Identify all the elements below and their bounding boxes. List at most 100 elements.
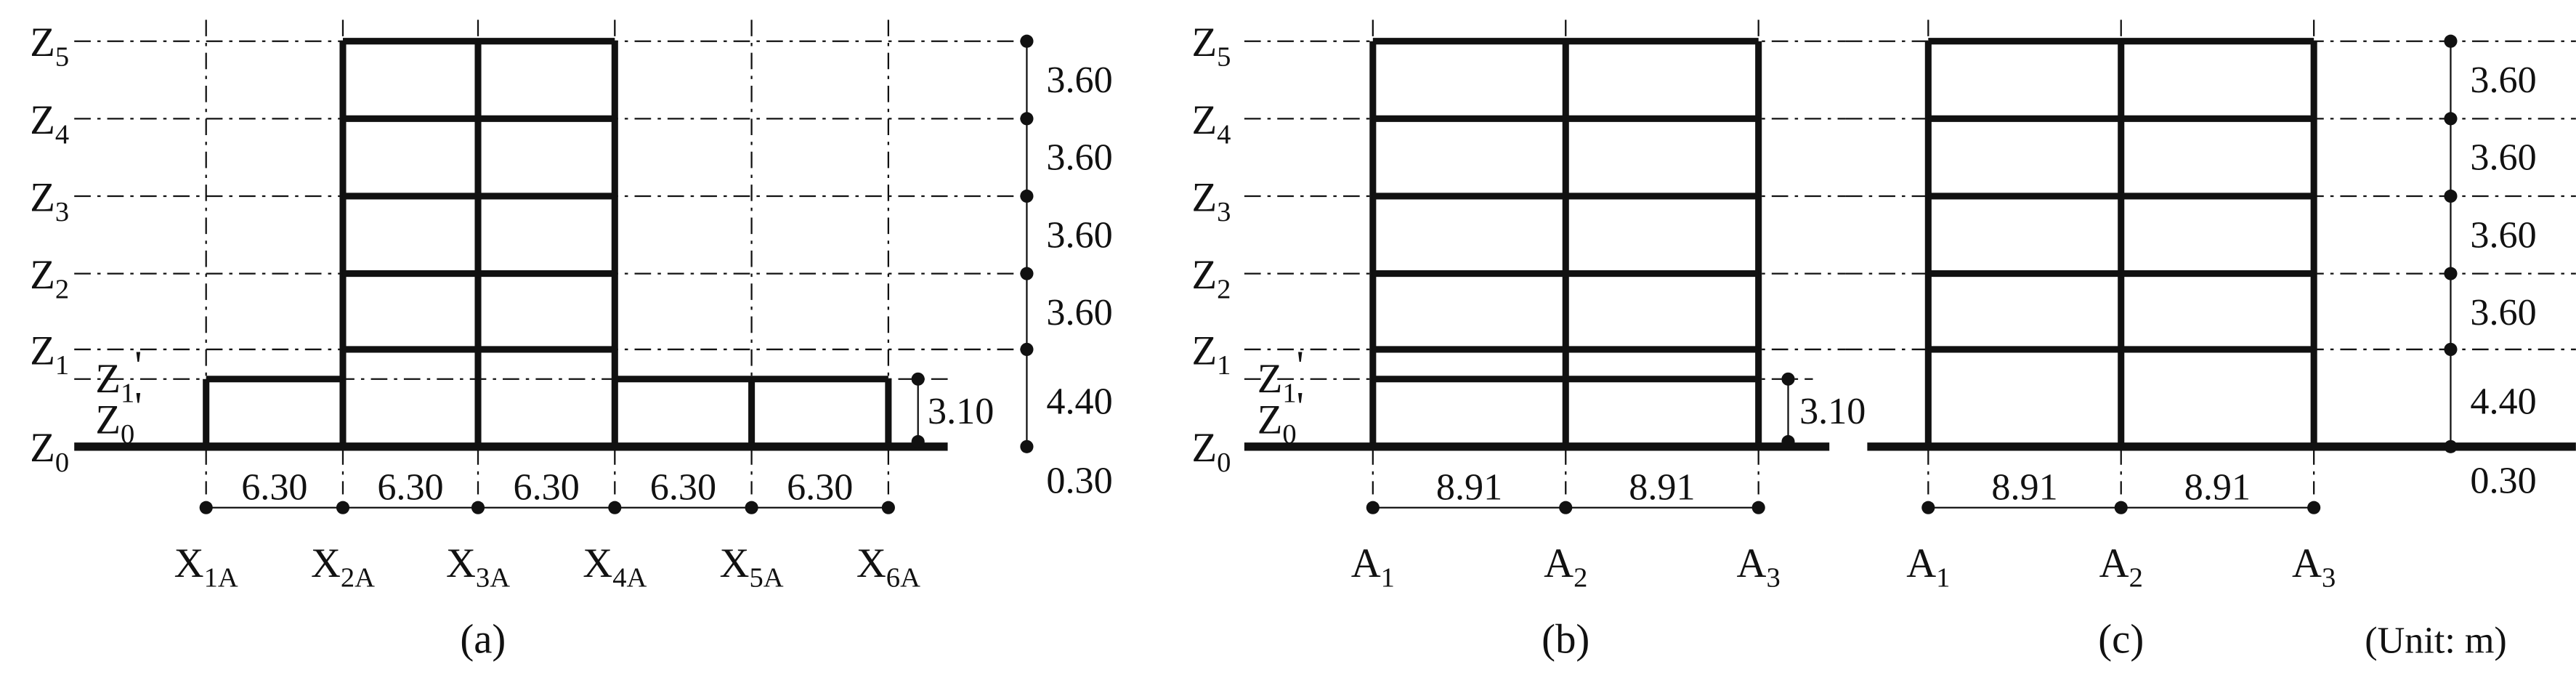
level-label-sub: 3: [55, 197, 69, 227]
axis-label-base: X: [446, 541, 476, 586]
height-label: 0.30: [1046, 460, 1112, 501]
level-label-sub: 0: [1217, 448, 1231, 478]
level-label-sub: 4: [55, 119, 69, 150]
span-label: 6.30: [787, 466, 853, 508]
dimension-dot: [1781, 372, 1795, 386]
dimension-dot: [2444, 267, 2458, 280]
level-label: Z3: [30, 174, 69, 227]
height-label: 3.60: [1046, 292, 1112, 333]
axis-label-sub: 2: [2129, 563, 2143, 594]
axis-label-base: A: [2292, 541, 2322, 586]
dimension-dot: [1020, 189, 1034, 203]
level-prime-label: Z0': [1257, 384, 1304, 450]
axis-label-sub: 6A: [886, 563, 920, 594]
axis-label-sub: 3: [2322, 563, 2336, 594]
axis-label-base: A: [1351, 541, 1381, 586]
level-prime-label-sub: 1: [1282, 379, 1296, 409]
axis-label: X3A: [446, 541, 510, 594]
level-prime-label-suffix: ': [1297, 384, 1304, 429]
height-label: 4.40: [2470, 381, 2536, 422]
height-label: 3.60: [1046, 214, 1112, 256]
height-label: 3.60: [2470, 60, 2536, 101]
unit-note: (Unit: m): [2365, 620, 2507, 661]
axis-label: A1: [1351, 541, 1395, 594]
axis-label-base: A: [1737, 541, 1767, 586]
axis-label: A2: [1544, 541, 1587, 594]
axis-label: A3: [1737, 541, 1781, 594]
level-prime-label: Z1': [95, 343, 142, 409]
level-label-base: Z: [1192, 20, 1218, 65]
dimension-dot: [2444, 342, 2458, 357]
dimension-dot: [745, 501, 758, 514]
dimension-dot: [881, 501, 895, 514]
level-label-base: Z: [30, 97, 55, 143]
level-prime-label-base: Z: [1257, 397, 1283, 443]
level-label-base: Z: [1192, 174, 1218, 220]
level-label: Z3: [1192, 174, 1231, 227]
height-label: 0.30: [2470, 460, 2536, 501]
dimension-dot: [1781, 434, 1795, 449]
dimension-dot: [1751, 501, 1765, 514]
dimension-dot: [2444, 112, 2458, 126]
axis-label-base: A: [2099, 541, 2129, 586]
level-label: Z2: [30, 252, 69, 305]
level-label: Z0: [1192, 425, 1231, 478]
dimension-dot: [2444, 34, 2458, 48]
axis-label-base: A: [1906, 541, 1936, 586]
level-label-sub: 1: [55, 350, 69, 381]
panel-caption: (c): [2098, 616, 2144, 662]
axis-label: A1: [1906, 541, 1950, 594]
level-label-base: Z: [1192, 252, 1218, 298]
dimension-dot: [1366, 501, 1380, 514]
span-label: 8.91: [2184, 466, 2251, 508]
axis-label: X6A: [856, 541, 920, 594]
axis-label-base: X: [720, 541, 750, 586]
level-label: Z1: [1192, 328, 1231, 381]
level-prime-label-sub: 0: [121, 419, 134, 450]
dimension-dot: [2307, 501, 2321, 514]
height-label: 3.60: [2470, 137, 2536, 179]
axis-label-sub: 1A: [204, 563, 238, 594]
level-prime-label: Z1': [1257, 343, 1304, 409]
dimension-dot: [2444, 440, 2458, 453]
level-label-base: Z: [30, 174, 55, 220]
level-label-base: Z: [30, 425, 55, 471]
height-label: 3.60: [1046, 137, 1112, 179]
dimension-dot: [471, 501, 485, 514]
level-label-sub: 2: [55, 275, 69, 305]
small-height-label: 3.10: [1799, 391, 1866, 432]
dimension-dot: [1559, 501, 1573, 514]
level-label-sub: 2: [1217, 275, 1231, 305]
axis-label: A3: [2292, 541, 2336, 594]
level-prime-label-sub: 0: [1282, 419, 1296, 450]
level-label-base: Z: [1192, 97, 1218, 143]
dimension-dot: [1020, 342, 1034, 357]
level-label-base: Z: [30, 20, 55, 65]
level-prime-label: Z0': [95, 384, 142, 450]
height-label: 3.60: [2470, 292, 2536, 333]
level-prime-label-suffix: ': [134, 384, 142, 429]
span-label: 8.91: [1629, 466, 1695, 508]
level-label-base: Z: [1192, 328, 1218, 373]
span-label: 8.91: [1436, 466, 1502, 508]
dimension-dot: [911, 372, 925, 386]
level-label: Z4: [30, 97, 69, 150]
axis-label-sub: 1: [1381, 563, 1395, 594]
level-label-base: Z: [30, 328, 55, 373]
level-label-sub: 5: [1217, 42, 1231, 73]
dimension-dot: [1921, 501, 1935, 514]
dimension-dot: [336, 501, 350, 514]
level-label-sub: 5: [55, 42, 69, 73]
axis-label: X1A: [174, 541, 238, 594]
axis-label-sub: 2: [1573, 563, 1587, 594]
axis-label-sub: 4A: [612, 563, 647, 594]
axis-label-sub: 1: [1936, 563, 1950, 594]
dimension-dot: [608, 501, 622, 514]
dimension-dot: [1020, 112, 1034, 126]
level-prime-label-suffix: ': [1297, 343, 1304, 389]
level-label-sub: 4: [1217, 119, 1231, 150]
level-label: Z5: [1192, 20, 1231, 73]
axis-label-sub: 5A: [750, 563, 784, 594]
